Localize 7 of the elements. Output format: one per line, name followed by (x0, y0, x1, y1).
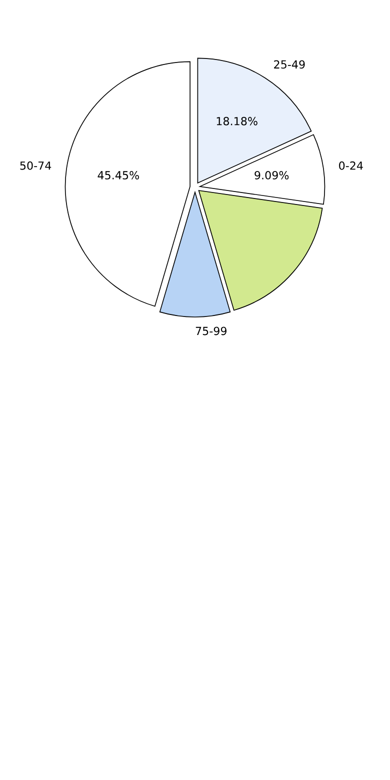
data-label: 9.09% (254, 171, 289, 180)
data-label: 45.45% (98, 171, 139, 180)
slice-label: 50-74 (20, 161, 52, 170)
data-label: 18.18% (216, 116, 258, 126)
slice-label: 75-99 (196, 326, 227, 336)
slice-label: 0-24 (339, 161, 363, 170)
slice-label: 25-49 (274, 60, 305, 69)
